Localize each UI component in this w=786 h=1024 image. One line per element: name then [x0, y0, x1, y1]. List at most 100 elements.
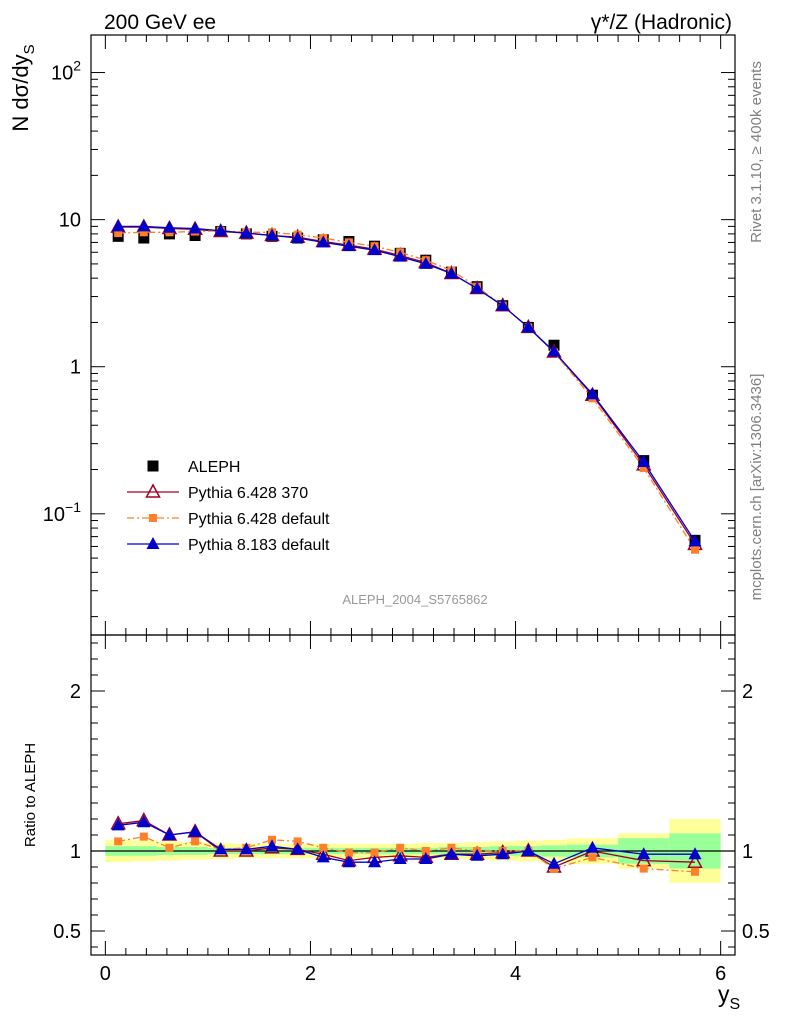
ratio-point-pythia-8-183-default — [214, 842, 228, 855]
ratio-y-axis-label: Ratio to ALEPH — [22, 743, 39, 847]
data-point-pythia-8-183-default — [521, 320, 535, 333]
data-point-pythia-8-183-default — [265, 228, 279, 241]
ratio-point-pythia-8-183-default — [188, 824, 202, 837]
legend-marker — [149, 514, 157, 522]
main-y-tick-label: 10−1 — [43, 499, 81, 526]
ratio-point-pythia-6-428-default — [421, 847, 430, 855]
data-point-aleph — [138, 232, 150, 244]
ratio-y-tick-label: 1 — [70, 841, 81, 863]
main-y-axis-label-main: N dσ/dy — [8, 54, 33, 131]
x-tick-label: 6 — [715, 963, 726, 985]
main-y-tick-label: 1 — [70, 357, 81, 379]
data-point-pythia-8-183-default — [239, 226, 253, 239]
rivet-version-label: Rivet 3.1.10, ≥ 400k events — [748, 61, 765, 243]
data-point-pythia-8-183-default — [111, 219, 125, 232]
analysis-id-label: ALEPH_2004_S5765862 — [342, 592, 487, 607]
ratio-point-pythia-8-183-default — [496, 847, 510, 860]
x-tick-label: 2 — [305, 963, 316, 985]
legend-label: ALEPH — [188, 459, 240, 476]
ratio-line-pythia-6-428-default — [118, 835, 696, 873]
x-tick-label: 0 — [100, 963, 111, 985]
ratio-point-pythia-8-183-default — [547, 856, 561, 869]
ratio-point-pythia-8-183-default — [688, 847, 702, 860]
data-point-pythia-8-183-default — [496, 298, 510, 311]
ratio-point-pythia-8-183-default — [521, 844, 535, 856]
legend-marker — [146, 537, 160, 549]
data-point-pythia-8-183-default — [547, 344, 561, 357]
ratio-point-pythia-8-183-default — [291, 842, 305, 855]
main-y-tick-label: 102 — [51, 58, 81, 85]
data-point-pythia-6-428-default — [114, 229, 123, 238]
ratio-point-pythia-8-183-default — [444, 847, 458, 860]
data-point-pythia-8-183-default — [688, 534, 702, 547]
data-point-pythia-8-183-default — [342, 239, 356, 252]
data-point-pythia-8-183-default — [214, 223, 228, 236]
data-point-pythia-8-183-default — [470, 281, 484, 294]
x-tick-label: 4 — [510, 963, 521, 985]
main-y-tick-label: 10 — [59, 210, 81, 232]
ratio-point-pythia-8-183-default — [470, 848, 484, 861]
main-y-axis-label-sub: S — [21, 44, 38, 54]
ratio-point-pythia-8-183-default — [137, 815, 151, 828]
ratio-point-pythia-6-428-default — [588, 853, 597, 862]
ratio-point-pythia-8-183-default — [419, 852, 433, 864]
data-point-pythia-8-183-default — [368, 243, 382, 256]
data-point-pythia-8-183-default — [393, 249, 407, 262]
ratio-y-tick-label-right: 0.5 — [742, 921, 770, 943]
ratio-series-pythia-8-183-default — [111, 815, 702, 869]
ratio-point-pythia-8-183-default — [239, 842, 253, 855]
data-point-pythia-8-183-default — [137, 219, 151, 232]
ratio-point-pythia-8-183-default — [162, 828, 176, 840]
ratio-point-pythia-6-428-default — [191, 837, 200, 846]
ratio-y-tick-label: 2 — [70, 681, 81, 703]
legend-entry-pythia-6-428-370: Pythia 6.428 370 — [127, 483, 308, 502]
ratio-point-pythia-8-183-default — [111, 818, 125, 831]
legend-entry-pythia-8-183-default: Pythia 8.183 default — [127, 537, 330, 554]
series-pythia-8-183-default — [111, 219, 702, 547]
ratio-point-pythia-8-183-default — [637, 847, 651, 860]
ratio-point-pythia-6-428-default — [165, 843, 174, 852]
legend-entry-pythia-6-428-default: Pythia 6.428 default — [127, 511, 330, 528]
data-point-pythia-8-183-default — [585, 387, 599, 400]
ratio-y-tick-label: 0.5 — [53, 921, 81, 943]
legend-label: Pythia 6.428 default — [188, 511, 330, 528]
ratio-point-pythia-6-428-default — [344, 848, 353, 857]
ratio-point-pythia-6-428-default — [691, 867, 700, 876]
ratio-point-pythia-6-428-default — [293, 837, 302, 846]
ratio-point-pythia-6-428-default — [396, 843, 405, 852]
ratio-panel: 0.5 0.5 1 1 2 2 0 2 4 6 Ratio to ALEPH yS — [22, 634, 770, 1013]
data-point-pythia-6-428-default — [691, 545, 700, 554]
data-point-pythia-8-183-default — [291, 231, 305, 244]
ratio-point-pythia-8-183-default — [368, 855, 382, 868]
data-point-pythia-6-428-default — [639, 463, 648, 472]
ratio-y-tick-label-right: 2 — [742, 681, 753, 703]
x-axis-label: yS — [718, 981, 740, 1013]
ratio-point-pythia-6-428-default — [639, 864, 648, 873]
legend-marker — [147, 460, 159, 472]
data-point-pythia-8-183-default — [188, 221, 202, 234]
ratio-point-pythia-6-428-default — [139, 832, 148, 841]
ratio-point-pythia-6-428-default — [370, 848, 379, 857]
mcplots-label: mcplots.cern.ch [arXiv:1306.3436] — [748, 374, 765, 601]
data-point-pythia-8-183-default — [444, 266, 458, 279]
main-y-axis-label: N dσ/dyS — [8, 44, 38, 131]
data-point-pythia-8-183-default — [162, 220, 176, 233]
ratio-frame — [90, 634, 736, 956]
legend: ALEPH Pythia 6.428 370 Pythia 6.428 defaul… — [127, 459, 330, 554]
legend-marker — [145, 483, 161, 498]
legend-label: Pythia 8.183 default — [188, 537, 330, 554]
data-point-pythia-6-428-default — [139, 228, 148, 237]
ratio-point-pythia-8-183-default — [585, 840, 599, 853]
data-point-pythia-8-183-default — [316, 235, 330, 248]
x-axis-label-sub: S — [730, 996, 741, 1013]
header-process: γ*/Z (Hadronic) — [591, 11, 732, 34]
legend-label: Pythia 6.428 370 — [188, 485, 308, 502]
ratio-point-pythia-8-183-default — [316, 850, 330, 863]
header-energy: 200 GeV ee — [104, 11, 216, 34]
legend-entry-aleph: ALEPH — [147, 459, 240, 476]
x-axis-label-main: y — [718, 981, 730, 1007]
data-point-pythia-8-183-default — [637, 455, 651, 468]
data-point-pythia-8-183-default — [419, 256, 433, 269]
